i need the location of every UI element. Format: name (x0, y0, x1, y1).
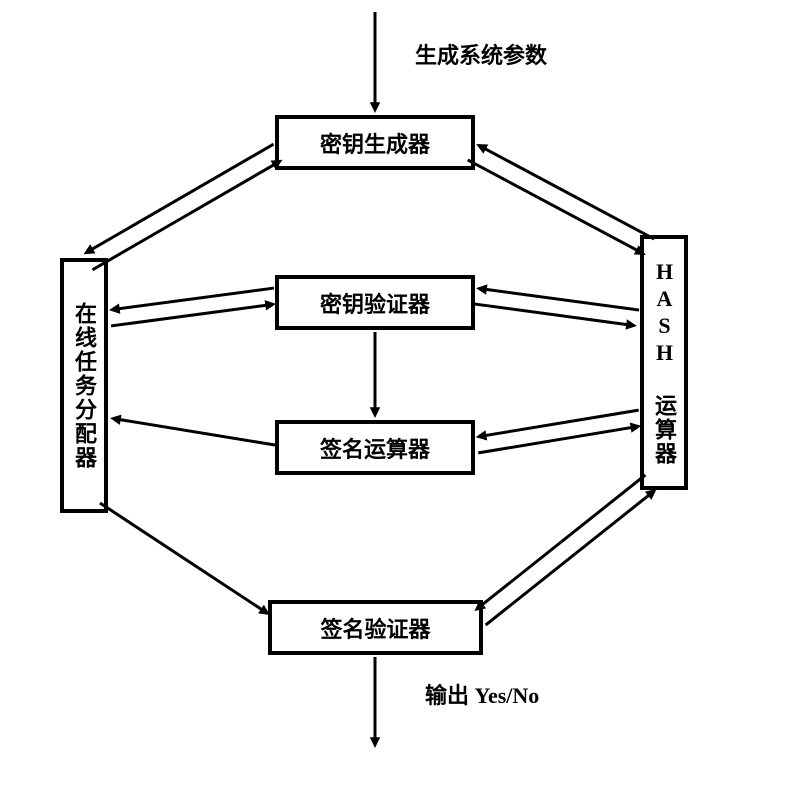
label-top: 生成系统参数 (415, 38, 547, 70)
label-bottom: 输出 Yes/No (425, 678, 539, 710)
node-sign_calc: 签名运算器 (275, 420, 475, 475)
node-label: 密钥生成器 (320, 127, 430, 159)
node-label: HASH 运算器 (648, 259, 680, 466)
node-label: 签名验证器 (320, 612, 430, 644)
diagram-stage: 密钥生成器密钥验证器签名运算器签名验证器 在线任务分配器 HASH 运算器 生成系统参… (0, 0, 800, 791)
node-key_verify: 密钥验证器 (275, 275, 475, 330)
node-hash: HASH 运算器 (640, 235, 688, 490)
node-label: 密钥验证器 (320, 287, 430, 319)
node-label: 在线任务分配器 (68, 302, 100, 470)
node-key_gen: 密钥生成器 (275, 115, 475, 170)
node-label: 签名运算器 (320, 432, 430, 464)
node-sign_verify: 签名验证器 (268, 600, 483, 655)
node-dispatcher: 在线任务分配器 (60, 258, 108, 513)
